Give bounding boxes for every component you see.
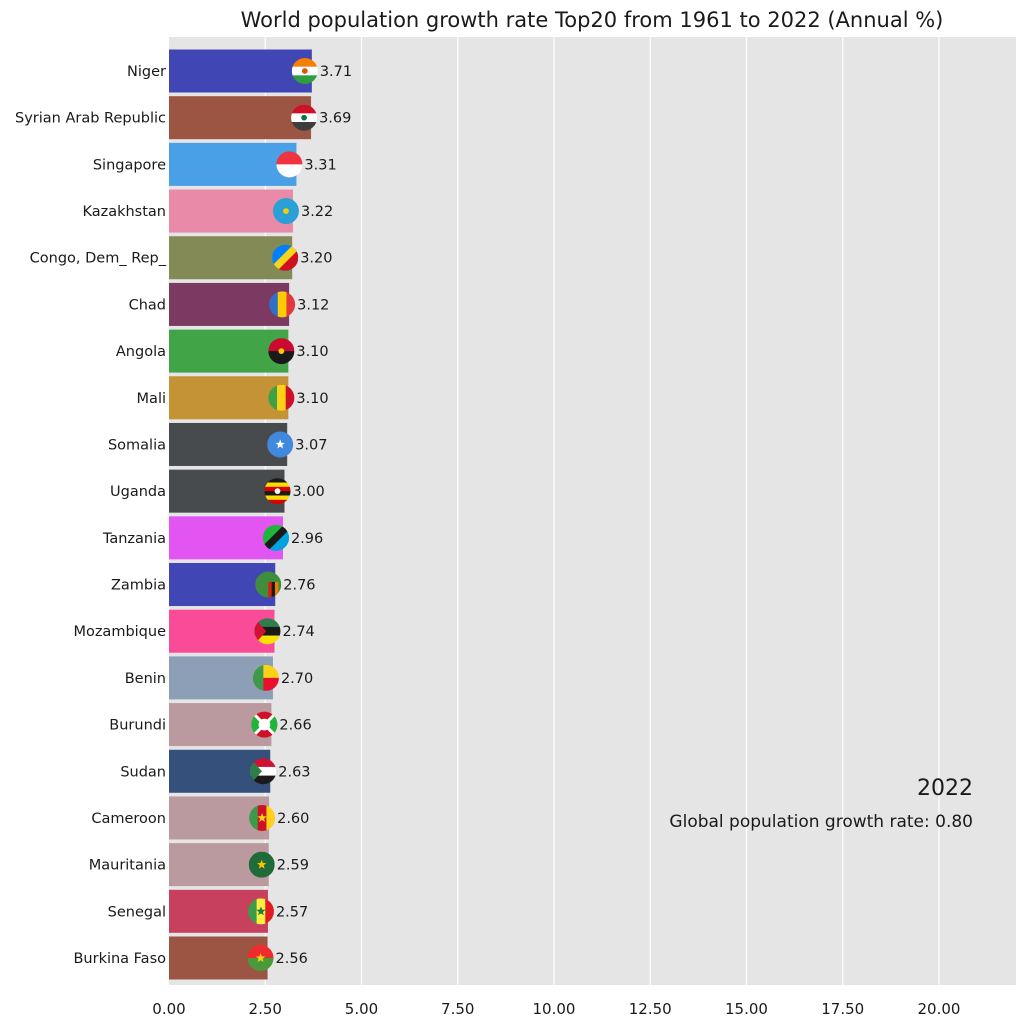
flag-benin-icon: [252, 664, 279, 691]
flag-syria-icon: [291, 104, 318, 131]
value-label: 3.12: [297, 297, 329, 313]
category-label: Benin: [125, 671, 166, 687]
value-label: 2.66: [279, 718, 311, 734]
x-tick-label: 0.00: [152, 1000, 185, 1018]
value-label: 2.76: [283, 578, 315, 594]
category-labels: Niger Syrian Arab Republic Singapore Kazakh…: [15, 64, 167, 967]
bar: [169, 142, 297, 186]
category-label: Congo, Dem_ Rep_: [30, 251, 167, 267]
category-label: Chad: [129, 297, 166, 313]
bar: [169, 282, 290, 326]
value-label: 2.96: [291, 531, 323, 547]
category-label: Singapore: [93, 157, 166, 173]
category-label: Burkina Faso: [73, 951, 166, 967]
value-labels: 3.71 3.69 3.31 3.22 3.20 3.12 3.10 3.10 3.07 3.00…: [276, 64, 353, 967]
value-label: 3.10: [296, 344, 328, 360]
flag-markers: [247, 58, 318, 971]
value-label: 2.74: [282, 624, 314, 640]
x-tick-label: 20.00: [918, 1000, 961, 1018]
plot-area: [169, 37, 1016, 985]
value-label: 3.22: [301, 204, 333, 220]
category-label: Syrian Arab Republic: [15, 111, 166, 127]
flag-burkina-faso-icon: [247, 945, 274, 971]
flag-mauritania-icon: [248, 851, 275, 878]
flag-senegal-icon: [247, 898, 274, 925]
category-label: Somalia: [108, 437, 166, 453]
flag-kazakhstan-icon: [272, 198, 299, 225]
value-label: 3.00: [293, 484, 325, 500]
x-tick-label: 12.50: [629, 1000, 672, 1018]
bar: [169, 189, 293, 233]
flag-congo-dem-rep-icon: [272, 244, 299, 271]
x-axis-ticks: 0.00 2.50 5.00 7.50 10.00 12.50 15.00 17.50 20.0…: [152, 1000, 960, 1018]
value-label: 2.56: [276, 951, 308, 967]
category-label: Uganda: [110, 484, 166, 500]
category-label: Tanzania: [102, 531, 166, 547]
category-label: Mauritania: [89, 858, 166, 874]
category-label: Kazakhstan: [82, 204, 166, 220]
category-label: Mali: [137, 391, 166, 407]
value-label: 2.63: [278, 764, 310, 780]
category-label: Burundi: [109, 718, 166, 734]
flag-chad-icon: [269, 291, 296, 318]
chart-title: World population growth rate Top20 from …: [241, 8, 944, 32]
flag-uganda-icon: [264, 478, 291, 505]
x-tick-label: 15.00: [725, 1000, 768, 1018]
flag-sudan-icon: [250, 758, 277, 785]
category-label: Zambia: [111, 578, 166, 594]
global-rate-annotation: Global population growth rate: 0.80: [669, 812, 973, 832]
category-label: Mozambique: [73, 624, 166, 640]
value-label: 2.57: [276, 904, 308, 920]
bar: [169, 49, 312, 93]
value-label: 3.69: [319, 111, 351, 127]
value-label: 3.07: [295, 437, 327, 453]
flag-cameroon-icon: [249, 804, 276, 831]
value-label: 2.59: [277, 858, 309, 874]
x-tick-label: 17.50: [821, 1000, 864, 1018]
x-tick-label: 7.50: [441, 1000, 474, 1018]
category-label: Sudan: [120, 764, 166, 780]
flag-angola-icon: [268, 338, 295, 365]
x-tick-label: 10.00: [533, 1000, 576, 1018]
value-label: 3.31: [304, 157, 336, 173]
category-label: Niger: [127, 64, 166, 80]
year-label: 2022: [917, 776, 973, 801]
category-label: Cameroon: [91, 811, 166, 827]
flag-mozambique-icon: [254, 618, 281, 645]
flag-tanzania-icon: [262, 524, 289, 551]
x-tick-label: 2.50: [249, 1000, 282, 1018]
flag-burundi-icon: [251, 711, 278, 738]
category-label: Senegal: [108, 904, 166, 920]
flag-somalia-icon: [267, 431, 294, 458]
flag-niger-icon: [291, 58, 318, 84]
flag-zambia-icon: [255, 571, 282, 598]
x-tick-label: 5.00: [345, 1000, 378, 1018]
bar: [169, 236, 293, 280]
flag-mali-icon: [268, 384, 295, 411]
value-label: 2.60: [277, 811, 309, 827]
value-label: 3.20: [300, 251, 332, 267]
flag-singapore-icon: [276, 151, 303, 178]
value-label: 3.10: [296, 391, 328, 407]
bars: [169, 49, 312, 980]
value-label: 2.70: [281, 671, 313, 687]
value-label: 3.71: [320, 64, 352, 80]
category-label: Angola: [116, 344, 166, 360]
bar: [169, 96, 312, 140]
